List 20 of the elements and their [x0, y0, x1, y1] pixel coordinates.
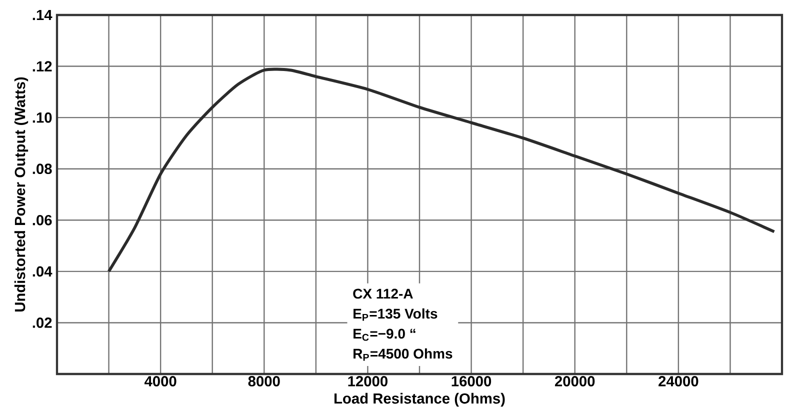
x-tick-label: 24000 — [658, 376, 698, 386]
y-tick-label: .06 — [32, 214, 52, 226]
annotation: CX 112-A — [353, 288, 413, 299]
x-tick-label: 8000 — [248, 376, 280, 386]
y-tick-label: .08 — [32, 164, 52, 174]
x-axis-title: Load Resistance (Ohms) — [334, 392, 505, 407]
y-axis-title: Undistorted Power Output (Watts) — [14, 77, 28, 312]
annotation: E$_{P}$=135 Volts — [354, 308, 438, 321]
y-tick-label: .02 — [32, 318, 52, 328]
y-tick-label: .14 — [32, 10, 52, 20]
annotation: E$_{C}$=−9.0 “ — [354, 328, 416, 341]
y-tick-label: .10 — [32, 112, 52, 123]
annotation: R$_{P}$=4500 Ohms — [354, 348, 452, 361]
x-tick-label: 20000 — [554, 376, 595, 386]
line-series — [107, 68, 776, 273]
x-tick-label: 16000 — [452, 376, 492, 386]
x-tick-label: 12000 — [348, 376, 388, 386]
y-tick-label: .04 — [32, 266, 52, 277]
x-tick-label: 4000 — [144, 376, 176, 386]
y-tick-label: .12 — [32, 61, 52, 72]
